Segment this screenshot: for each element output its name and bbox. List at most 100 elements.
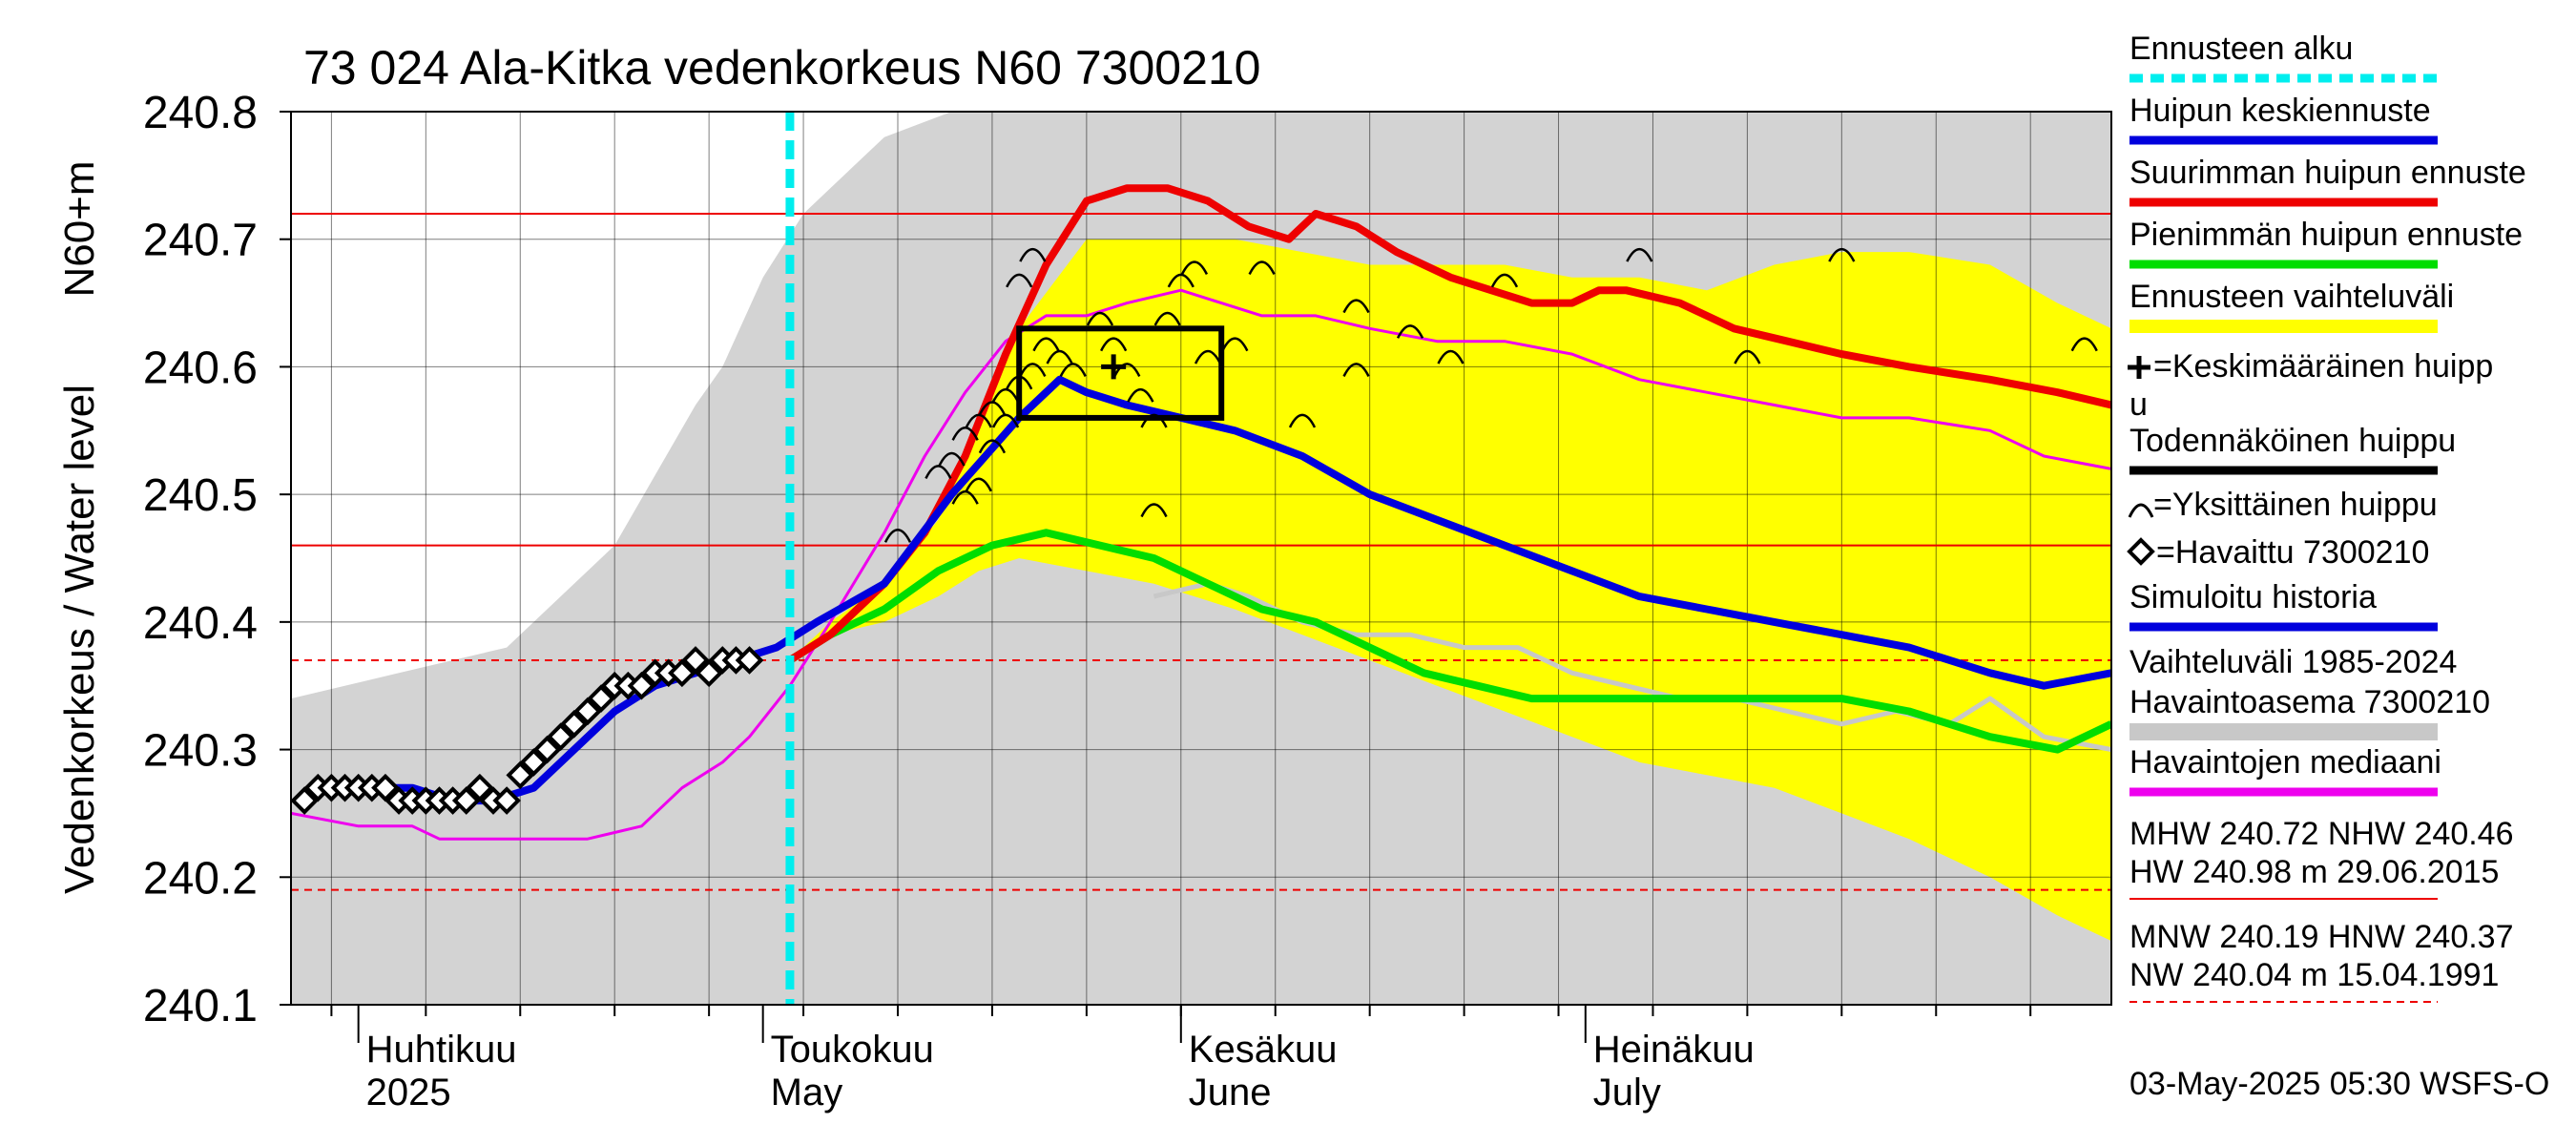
individual-peak-marker — [1140, 413, 1168, 428]
y-tick-label: 240.4 — [143, 598, 258, 649]
individual-peak-marker — [1127, 387, 1154, 403]
individual-peak-marker — [951, 427, 979, 441]
individual-peak-marker — [1086, 311, 1114, 326]
chart-title: 73 024 Ala-Kitka vedenkorkeus N60 730021… — [303, 41, 1261, 94]
stats-line-2: HW 240.98 m 29.06.2015 — [2129, 854, 2499, 890]
individual-peak-marker — [1019, 247, 1047, 262]
individual-peak-marker — [1490, 273, 1519, 288]
observed-point — [492, 786, 521, 815]
observed-point — [546, 722, 575, 752]
observed-point — [573, 697, 602, 726]
y-axis-unit-label: N60+m — [56, 160, 103, 297]
individual-peak-marker — [1032, 337, 1060, 352]
legend-label: Huipun keskiennuste — [2129, 93, 2431, 129]
individual-peak-marker — [1046, 349, 1073, 364]
y-tick-label: 240.5 — [143, 470, 258, 521]
individual-peak-marker — [1113, 363, 1141, 377]
individual-peak-marker — [951, 489, 979, 505]
plot-clip-group — [291, 112, 2111, 1005]
individual-peak-marker — [1396, 324, 1424, 339]
legend-observed-symbol — [2127, 537, 2155, 566]
observed-point — [735, 646, 764, 675]
observed-point — [466, 773, 494, 802]
individual-peak-marker — [978, 439, 1007, 454]
plot-area: 240.1 240.2 240.3 240.4 240.5 240.6 240.7 240.8… — [143, 88, 2112, 1114]
individual-peak-marker — [924, 465, 952, 479]
y-tick-label: 240.1 — [143, 981, 258, 1031]
legend-individual-peak-symbol — [2128, 503, 2154, 518]
individual-peak-marker — [1019, 363, 1047, 377]
observed-point — [506, 760, 535, 790]
legend-label: Havaintojen mediaani — [2129, 744, 2441, 781]
legend-label: Pienimmän huipun ennuste — [2129, 217, 2523, 253]
observed-point — [371, 773, 400, 802]
individual-peak-marker — [883, 529, 912, 543]
y-tick-label: 240.8 — [143, 88, 258, 138]
legend-label: =Keskimääräinen huipp — [2153, 348, 2493, 385]
individual-peak-marker — [1180, 260, 1209, 276]
forecast-range-band — [789, 239, 2111, 942]
individual-peak-marker — [1248, 260, 1276, 276]
legend-label: Ennusteen alku — [2129, 31, 2353, 67]
individual-peak-marker — [1140, 503, 1168, 518]
observed-point — [695, 658, 723, 688]
observed-point — [627, 671, 656, 700]
probable-peak-box — [1016, 325, 1225, 421]
grid — [291, 112, 2111, 1005]
x-month-sublabel: June — [1189, 1072, 1272, 1114]
y-tick-label: 240.7 — [143, 216, 258, 266]
mean-peak-marker — [1101, 354, 1127, 380]
legend-label: Ennusteen vaihteluväli — [2129, 279, 2454, 315]
legend-label: Suurimman huipun ennuste — [2129, 155, 2526, 191]
individual-peak-marker — [1342, 299, 1370, 314]
observation-median-line — [291, 288, 2111, 841]
footer-timestamp: 03-May-2025 05:30 WSFS-O — [2129, 1066, 2549, 1102]
x-month-label: Toukokuu — [771, 1029, 934, 1071]
legend-label: Todennäköinen huippu — [2129, 423, 2456, 459]
individual-peak-marker — [1221, 337, 1249, 352]
individual-peak-marker — [991, 387, 1020, 403]
legend-label: Simuloitu historia — [2129, 579, 2377, 615]
individual-peak-marker — [1828, 247, 1856, 262]
legend-label: Vaihteluväli 1985-2024 — [2129, 644, 2457, 680]
individual-peak-marker — [978, 401, 1007, 416]
individual-peak-marker — [1342, 363, 1370, 377]
x-month-label: Huhtikuu — [366, 1029, 517, 1071]
individual-peak-marker — [938, 451, 966, 467]
observed-point — [668, 658, 696, 688]
x-month-sublabel: May — [771, 1072, 843, 1114]
observed-point — [681, 646, 710, 675]
individual-peak-marker — [965, 477, 992, 492]
individual-peak-marker — [991, 413, 1020, 428]
individual-peak-marker — [1194, 349, 1222, 364]
observed-point — [532, 735, 562, 764]
individual-peak-marker — [1006, 273, 1033, 288]
stats-line-1: MHW 240.72 NHW 240.46 — [2129, 816, 2514, 852]
individual-peak-marker — [1288, 413, 1317, 428]
observed-point — [587, 684, 615, 713]
x-month-label: Heinäkuu — [1593, 1029, 1755, 1071]
y-tick-label: 240.6 — [143, 343, 258, 393]
individual-peak-marker — [1100, 337, 1128, 352]
plot-frame — [290, 111, 2112, 1006]
legend-label: =Havaittu 7300210 — [2156, 534, 2429, 571]
observed-point — [559, 710, 589, 739]
y-axis-label: Vedenkorkeus / Water level — [56, 385, 103, 894]
x-month-sublabel: 2025 — [366, 1072, 451, 1114]
legend-label-continued: Havaintoasema 7300210 — [2129, 684, 2490, 720]
observed-point — [451, 786, 481, 815]
x-month-label: Kesäkuu — [1189, 1029, 1338, 1071]
y-tick-label: 240.3 — [143, 726, 258, 777]
x-month-sublabel: July — [1593, 1072, 1661, 1114]
individual-peak-marker — [1734, 349, 1761, 364]
legend-mean-peak-symbol — [2128, 356, 2150, 379]
individual-peak-marker — [2070, 337, 2098, 352]
stats-line-4: NW 240.04 m 15.04.1991 — [2129, 957, 2499, 993]
individual-peak-marker — [1153, 311, 1181, 326]
legend: Ennusteen alku Huipun keskiennuste Suurimm… — [2127, 31, 2526, 1003]
individual-peak-marker — [1626, 247, 1653, 262]
largest-peak-forecast-line — [787, 184, 2111, 664]
mean-peak-forecast-line — [371, 375, 2111, 805]
individual-peak-marker — [1059, 363, 1087, 377]
